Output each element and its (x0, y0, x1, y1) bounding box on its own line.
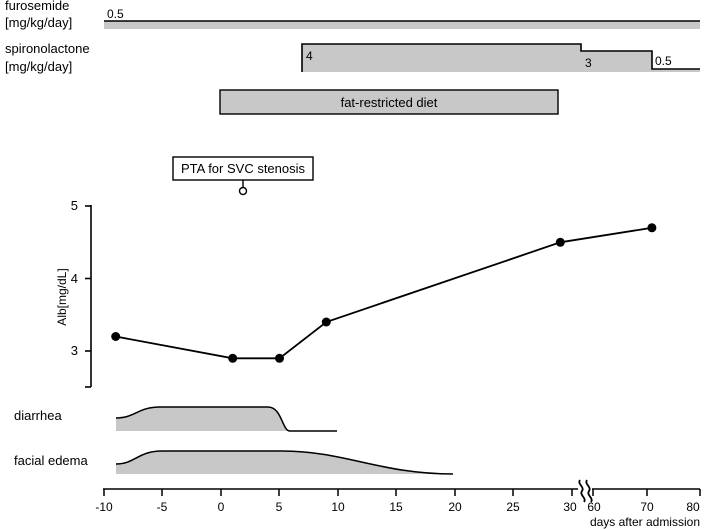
spironolactone-dose-area (302, 44, 700, 72)
y-tick-label-3: 3 (71, 343, 78, 358)
spironolactone-dose-value-3: 0.5 (655, 54, 672, 68)
furosemide-dose-bar (104, 21, 700, 29)
pta-event-label: PTA for SVC stenosis (181, 161, 306, 176)
pta-event-marker (238, 186, 248, 196)
facial-edema-outline (115, 450, 454, 475)
alb-point-2 (228, 353, 238, 363)
alb-point-1 (111, 332, 121, 341)
spironolactone-label: spironolactone (5, 41, 90, 56)
y-tick-label-4: 4 (71, 271, 78, 286)
fat-restricted-diet-bar (219, 89, 559, 115)
diarrhea-label: diarrhea (14, 408, 62, 423)
x-tick-label-60: 60 (587, 500, 601, 514)
x-ticks (103, 489, 701, 496)
facial-edema-area (116, 451, 453, 474)
fat-restricted-diet-label: fat-restricted diet (341, 95, 438, 110)
alb-series-line (115, 226, 653, 360)
facial-edema-label: facial edema (14, 453, 88, 468)
x-axis-break (578, 479, 593, 503)
diarrhea-area (116, 407, 290, 431)
x-tick-label-5: 5 (276, 500, 283, 514)
x-tick-labels: -10 -5 0 5 10 15 20 25 30 60 70 80 (95, 500, 700, 514)
diarrhea-outline (115, 406, 337, 432)
alb-point-5 (555, 237, 565, 247)
x-axis-label: days after admission (590, 515, 700, 529)
spironolactone-dose-value-1: 4 (306, 49, 313, 63)
x-tick-label-20: 20 (448, 500, 462, 514)
alb-series-points (111, 223, 657, 363)
x-tick-label-25: 25 (506, 500, 520, 514)
spironolactone-dose-value-2: 3 (585, 56, 592, 70)
alb-point-3 (275, 353, 284, 363)
x-tick-label-m5: -5 (157, 500, 168, 514)
y-axis-label: Alb[mg/dL] (55, 268, 69, 325)
x-tick-label-30: 30 (563, 500, 577, 514)
spironolactone-dose-line (301, 43, 700, 72)
furosemide-dose-value: 0.5 (107, 7, 124, 21)
spironolactone-unit-label: [mg/kg/day] (5, 59, 72, 74)
furosemide-label: furosemide (5, 0, 69, 13)
y-tick-label-5: 5 (71, 198, 78, 213)
x-tick-label-0: 0 (218, 500, 225, 514)
alb-point-4 (321, 317, 331, 327)
x-tick-label-70: 70 (640, 500, 654, 514)
x-tick-label-15: 15 (389, 500, 403, 514)
x-tick-label-80: 80 (686, 500, 700, 514)
x-tick-label-m10: -10 (95, 500, 113, 514)
alb-point-6 (647, 223, 657, 233)
furosemide-unit-label: [mg/kg/day] (5, 15, 72, 30)
x-tick-label-10: 10 (331, 500, 345, 514)
